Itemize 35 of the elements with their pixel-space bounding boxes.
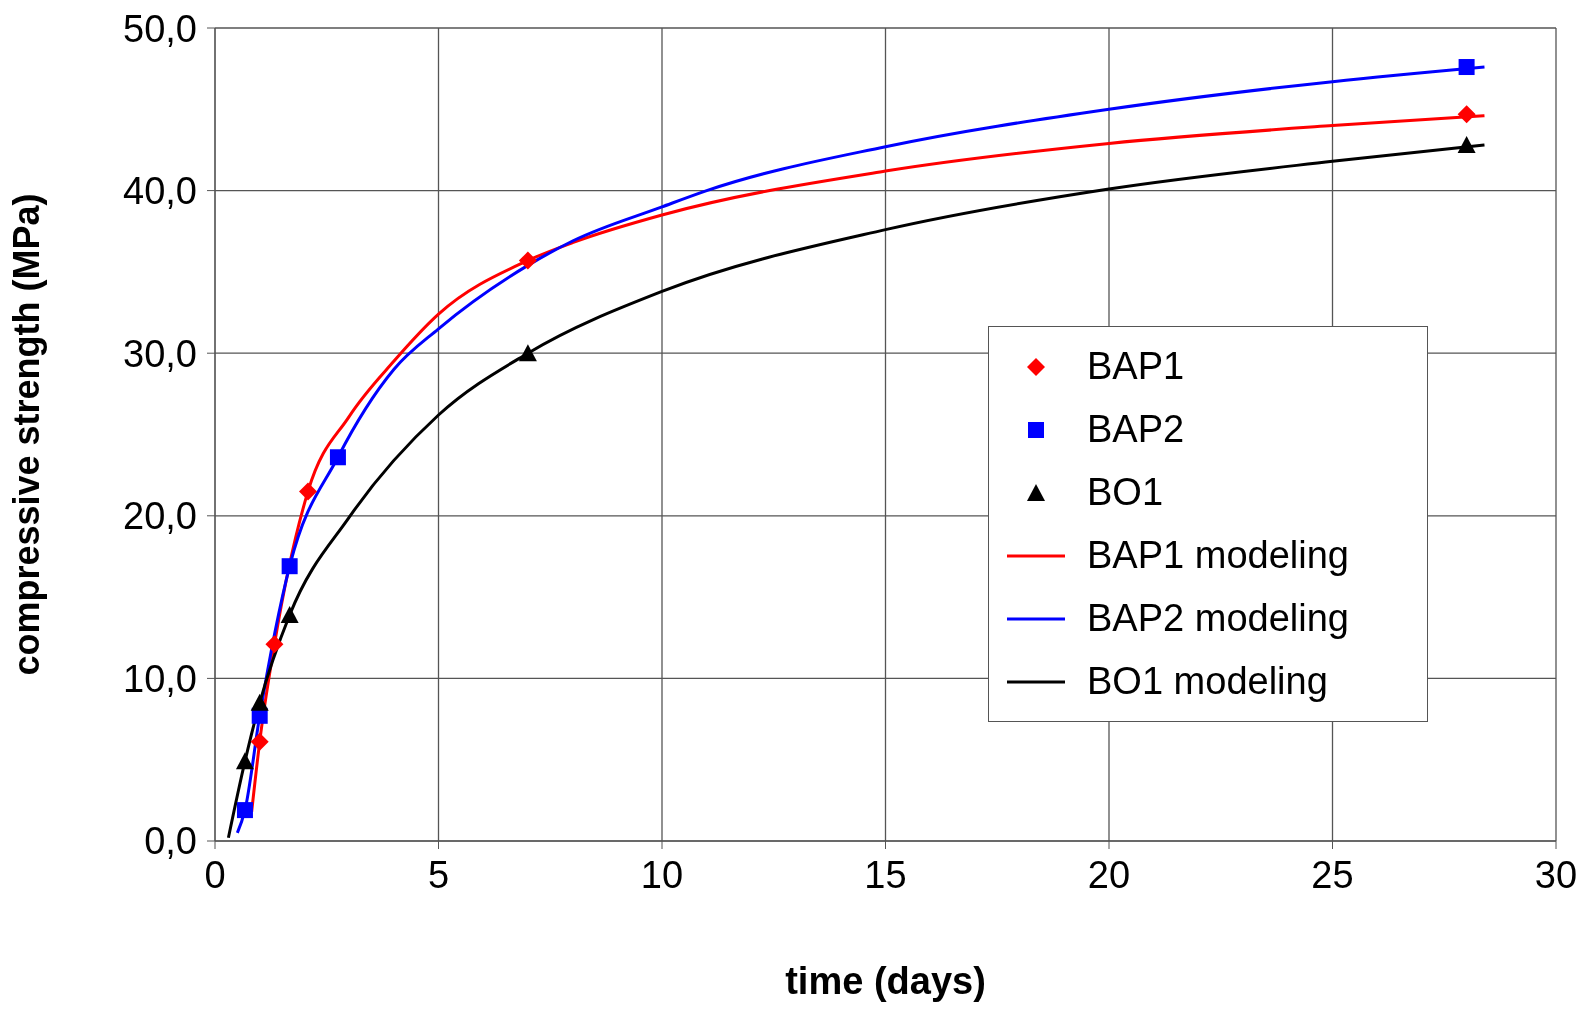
point [1458, 59, 1475, 76]
x-tick-label: 30 [1534, 853, 1578, 896]
point [518, 251, 537, 270]
x-tick-label: 15 [864, 853, 907, 896]
legend-label: BAP2 modeling [1087, 596, 1349, 641]
point [329, 449, 346, 466]
point [281, 558, 298, 575]
legend-label: BAP1 modeling [1087, 533, 1349, 578]
y-tick-label: 10,0 [123, 657, 197, 700]
point [1457, 136, 1476, 154]
point [298, 482, 317, 501]
point [236, 802, 253, 819]
x-tick-label: 0 [204, 853, 226, 896]
x-axis-title: time (days) [785, 960, 986, 1002]
x-tick-label: 5 [427, 853, 450, 896]
y-tick-label: 40,0 [123, 170, 197, 213]
legend-label: BAP2 [1087, 407, 1185, 452]
point [250, 732, 269, 751]
y-tick-label: 0,0 [144, 820, 197, 863]
legend-label: BO1 [1087, 470, 1164, 515]
x-tick-label: 25 [1311, 853, 1354, 896]
point [280, 605, 299, 623]
point [518, 344, 537, 362]
y-tick-label: 50,0 [123, 7, 197, 50]
point [265, 635, 284, 654]
point [235, 752, 254, 770]
y-axis-title: compressive strength (MPa) [5, 193, 47, 676]
x-tick-label: 10 [640, 853, 684, 896]
x-tick-label: 20 [1087, 853, 1131, 896]
y-tick-label: 30,0 [123, 332, 197, 375]
point [250, 693, 269, 711]
legend-label: BAP1 [1087, 344, 1185, 389]
point [1457, 105, 1476, 124]
legend-label: BO1 modeling [1087, 659, 1328, 704]
y-tick-label: 20,0 [123, 495, 197, 538]
